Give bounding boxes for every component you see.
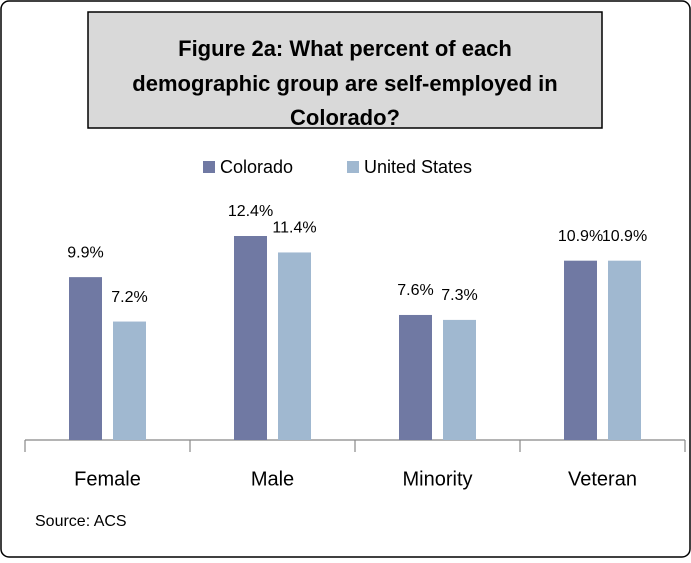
title-box: [87, 11, 603, 129]
legend-swatch: [203, 161, 215, 173]
legend-label: Colorado: [220, 157, 293, 177]
chart-title: demographic group are self-employed in: [132, 71, 557, 96]
x-tick-label: Minority: [402, 468, 472, 490]
bar: [113, 321, 146, 440]
data-label: 7.2%: [111, 289, 147, 306]
data-label: 7.6%: [397, 282, 433, 299]
data-label: 9.9%: [67, 244, 103, 261]
bar: [564, 260, 597, 440]
legend-swatch: [347, 161, 359, 173]
bar: [234, 236, 267, 440]
chart-title: Colorado?: [290, 105, 400, 130]
data-label: 7.3%: [441, 287, 477, 304]
legend-label: United States: [364, 157, 472, 177]
chart-title: Figure 2a: What percent of each: [178, 36, 512, 61]
data-label: 10.9%: [558, 228, 603, 245]
data-label: 12.4%: [228, 203, 273, 220]
bar: [443, 319, 476, 440]
bar: [278, 252, 311, 440]
data-label: 11.4%: [272, 220, 316, 237]
bar: [399, 314, 432, 440]
data-label: 10.9%: [602, 228, 647, 245]
x-tick-label: Male: [251, 468, 294, 490]
x-tick-label: Veteran: [568, 468, 637, 490]
x-tick-label: Female: [74, 468, 141, 490]
bar: [69, 277, 102, 440]
source-note: Source: ACS: [35, 513, 127, 530]
bar: [608, 260, 641, 440]
